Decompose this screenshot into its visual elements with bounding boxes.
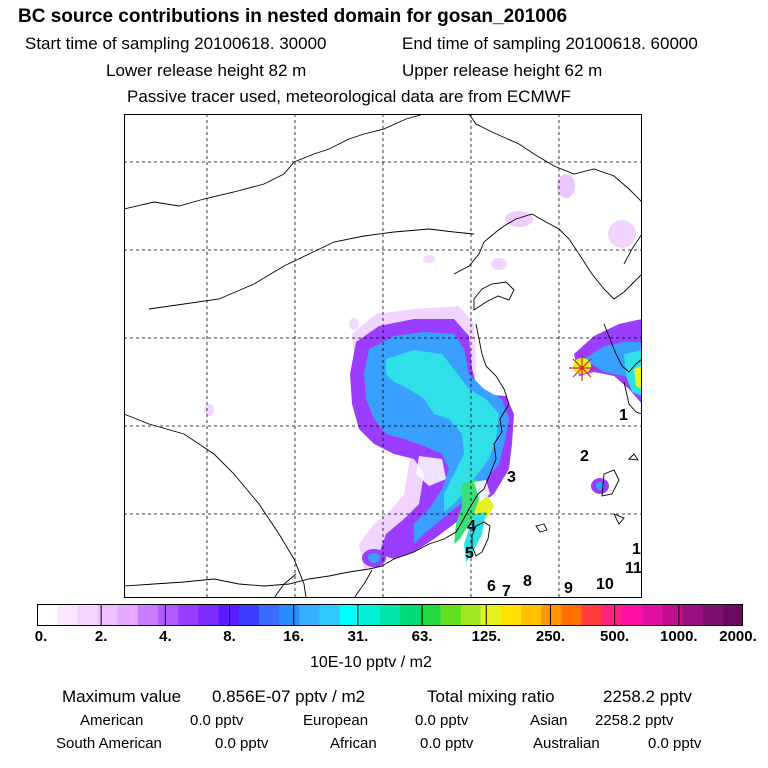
colorbar-tick-label: 0. — [34, 628, 48, 645]
colorbar-tick-label: 250. — [535, 628, 566, 645]
colorbar-cell — [57, 604, 78, 626]
colorbar-cell — [198, 604, 220, 626]
colorbar-tick-label: 125. — [471, 628, 501, 645]
region-number: 5 — [465, 545, 474, 562]
colorbar-cell — [77, 604, 99, 626]
map-grid — [124, 114, 642, 598]
tracer-note: Passive tracer used, meteorological data… — [127, 87, 572, 106]
coastlines — [124, 114, 642, 598]
region-number: 6 — [487, 578, 496, 595]
colorbar-cell — [621, 604, 643, 626]
colorbar-tick-label: 63. — [411, 628, 433, 645]
colorbar-cell — [258, 604, 280, 626]
region-name: South American — [56, 735, 162, 752]
region-number: 3 — [507, 469, 516, 486]
region-number: 12 — [632, 541, 642, 558]
colorbar-cell — [238, 604, 260, 626]
colorbar-cell — [662, 604, 683, 626]
colorbar-cell — [460, 604, 482, 626]
colorbar-cell — [97, 604, 119, 626]
region-value: 0.0 pptv — [190, 712, 244, 729]
colorbar-tick-label: 500. — [600, 628, 630, 645]
colorbar-tick-label: 16. — [283, 628, 305, 645]
colorbar-cell — [37, 604, 58, 626]
region-number: 1 — [619, 407, 628, 424]
start-time-label: Start time of sampling 20100618. 30000 — [25, 34, 327, 53]
colorbar-cell — [682, 604, 704, 626]
region-name: European — [303, 712, 369, 729]
colorbar-tick-label: 8. — [223, 628, 236, 645]
region-number: 10 — [596, 576, 614, 593]
colorbar-cell — [440, 604, 462, 626]
region-name: Asian — [530, 712, 568, 729]
upper-release-label: Upper release height 62 m — [402, 61, 603, 80]
region-name: American — [80, 712, 144, 729]
colorbar-cell — [158, 604, 179, 626]
colorbar — [37, 604, 743, 626]
colorbar-cell — [642, 604, 663, 626]
colorbar-cell — [581, 604, 603, 626]
region-number: 2 — [580, 448, 589, 465]
colorbar-cell — [722, 604, 743, 626]
total-mixing-value: 2258.2 pptv — [603, 687, 692, 706]
region-number: 11 — [625, 560, 642, 577]
page-title: BC source contributions in nested domain… — [18, 6, 568, 27]
colorbar-cell — [137, 604, 159, 626]
colorbar-cell — [299, 604, 320, 626]
colorbar-cell — [480, 604, 502, 626]
colorbar-tick-label: 2000. — [719, 628, 757, 645]
colorbar-tick-label: 2. — [94, 628, 108, 645]
region-value: 0.0 pptv — [415, 712, 469, 729]
region-value: 2258.2 pptv — [595, 712, 674, 729]
colorbar-cell — [178, 604, 199, 626]
colorbar-cell — [218, 604, 240, 626]
region-name: African — [330, 735, 377, 752]
colorbar-cell — [339, 604, 361, 626]
region-value: 0.0 pptv — [215, 735, 269, 752]
colorbar-cell — [400, 604, 421, 626]
colorbar-cell — [521, 604, 542, 626]
station-marker — [569, 355, 595, 381]
region-number: 4 — [467, 518, 476, 535]
colorbar-units: 10E-10 pptv / m2 — [310, 654, 432, 671]
map-panel: 1 2 3 4 5 6 7 8 9 10 11 12 — [124, 114, 642, 598]
colorbar-cell — [279, 604, 300, 626]
map-frame — [124, 114, 642, 598]
region-number: 7 — [502, 583, 511, 598]
colorbar-cell — [601, 604, 623, 626]
colorbar-cell — [541, 604, 562, 626]
lower-release-label: Lower release height 82 m — [106, 61, 307, 80]
region-name: Australian — [533, 735, 600, 752]
region-value: 0.0 pptv — [648, 735, 702, 752]
colorbar-cell — [359, 604, 381, 626]
total-mixing-label: Total mixing ratio — [427, 687, 555, 706]
colorbar-tick-label: 1000. — [660, 628, 698, 645]
colorbar-tick-label: 4. — [159, 628, 172, 645]
colorbar-cell — [702, 604, 724, 626]
concentration-plume — [204, 174, 642, 569]
colorbar-cell — [379, 604, 401, 626]
max-value-label: Maximum value — [62, 687, 182, 706]
colorbar-cell — [561, 604, 583, 626]
colorbar-tick-label: 31. — [347, 628, 369, 645]
colorbar-cell — [319, 604, 341, 626]
max-value: 0.856E-07 pptv / m2 — [212, 687, 366, 706]
region-value: 0.0 pptv — [420, 735, 474, 752]
colorbar-cell — [500, 604, 522, 626]
colorbar-cell — [420, 604, 441, 626]
region-number: 8 — [523, 573, 532, 590]
colorbar-cell — [117, 604, 139, 626]
region-number: 9 — [564, 580, 573, 597]
end-time-label: End time of sampling 20100618. 60000 — [402, 34, 698, 53]
